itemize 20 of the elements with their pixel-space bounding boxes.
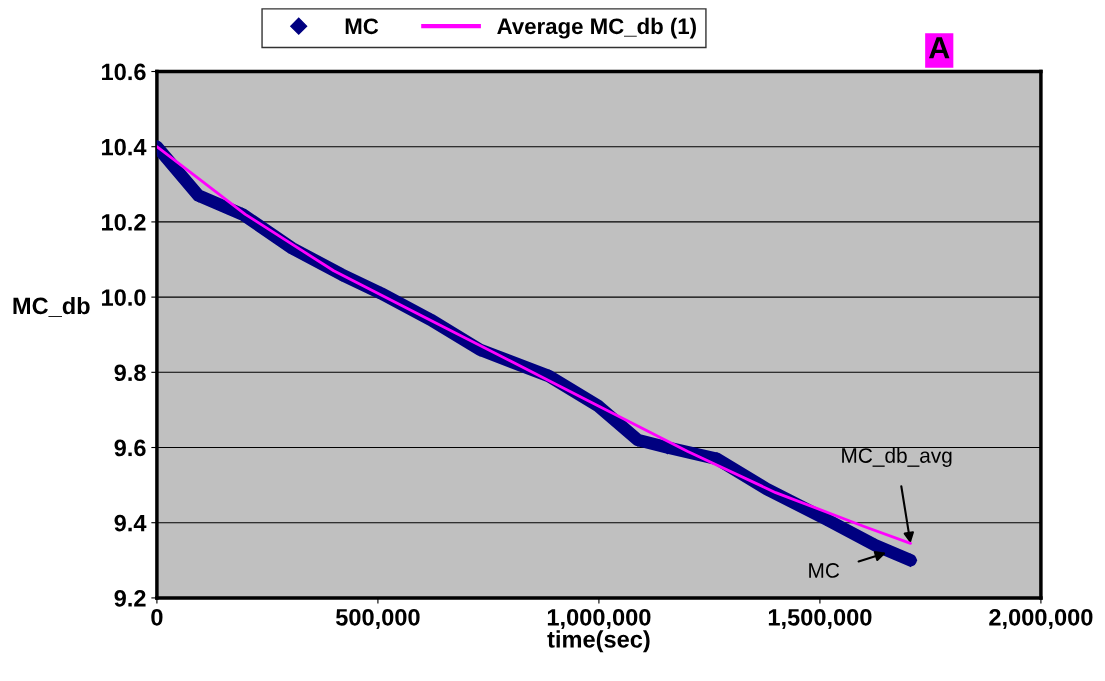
legend-label: MC [345, 18, 379, 35]
x-axis-title: time(sec) [547, 630, 650, 653]
y-tick-label: 9.6 [114, 439, 146, 457]
y-tick-label: 9.4 [114, 514, 147, 532]
y-tick-label: 10.4 [102, 138, 147, 156]
annotation: MC [809, 563, 840, 578]
y-tick-label: 9.2 [114, 589, 146, 607]
annotation: MC_db_avg [842, 447, 952, 468]
legend-label: Average MC_db (1) [497, 17, 696, 39]
y-tick-label: 10.0 [102, 289, 146, 306]
x-tick-label: 0 [151, 608, 163, 626]
y-tick-label: 10.6 [102, 63, 146, 81]
x-tick-label: 2,000,000 [989, 608, 1093, 630]
text: A [928, 37, 950, 59]
y-tick-label: 9.8 [114, 364, 146, 382]
y-axis-title: MC_db [13, 296, 90, 317]
y-tick-label: 10.2 [102, 213, 146, 231]
x-tick-label: 500,000 [335, 608, 420, 630]
x-tick-label: 1,500,000 [768, 608, 872, 630]
x-tick-label: 1,000,000 [547, 608, 651, 630]
